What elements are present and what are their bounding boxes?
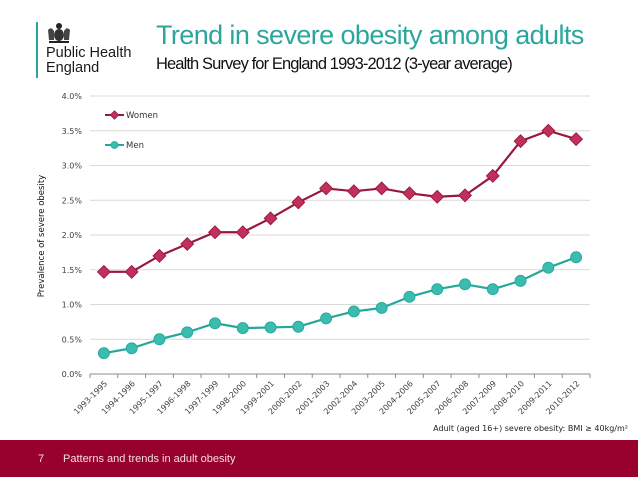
data-point-women bbox=[207, 225, 223, 240]
series-lines bbox=[96, 123, 584, 360]
data-point-men bbox=[320, 312, 333, 325]
footer-title: Patterns and trends in adult obesity bbox=[63, 453, 236, 465]
data-point-men bbox=[459, 278, 471, 291]
y-axis-ticks: 0.0% 0.5% 1.0% 1.5% 2.0% 2.5% 3.0% 3.5% 4.0% bbox=[62, 92, 83, 379]
data-point-women bbox=[291, 195, 306, 210]
data-point-women bbox=[402, 186, 417, 201]
page-number: 7 bbox=[38, 453, 45, 465]
data-point-men bbox=[570, 251, 583, 264]
footer-bar: 7 Patterns and trends in adult obesity bbox=[0, 440, 638, 477]
y-tick-label: 3.5% bbox=[62, 127, 83, 136]
legend-label-women: Women bbox=[126, 111, 158, 121]
y-tick-label: 0.5% bbox=[62, 335, 83, 344]
data-point-women bbox=[180, 237, 195, 252]
data-point-men bbox=[153, 333, 166, 346]
data-point-men bbox=[125, 342, 138, 355]
data-point-men bbox=[542, 261, 555, 274]
data-point-women bbox=[513, 134, 528, 149]
page-subtitle: Health Survey for England 1993-2012 (3-y… bbox=[156, 55, 513, 73]
data-point-men bbox=[209, 317, 221, 330]
x-axis: 1993-19951994-19961995-19971996-19981997… bbox=[72, 373, 591, 416]
data-point-men bbox=[486, 283, 499, 296]
phe-logo: Public Health England bbox=[36, 22, 131, 78]
line-chart: 0.0% 0.5% 1.0% 1.5% 2.0% 2.5% 3.0% 3.5% 4.0% 199… bbox=[37, 92, 591, 416]
logo-line-2: England bbox=[46, 60, 100, 76]
data-point-women bbox=[457, 188, 473, 203]
y-tick-label: 1.5% bbox=[62, 266, 83, 275]
gridlines bbox=[90, 95, 590, 340]
data-point-men bbox=[181, 326, 194, 339]
data-point-men bbox=[264, 321, 277, 334]
data-point-women bbox=[124, 264, 139, 279]
legend-marker-women bbox=[109, 110, 120, 120]
legend-item-men: Men bbox=[105, 141, 144, 151]
legend-marker-men bbox=[110, 141, 119, 149]
data-point-men bbox=[514, 274, 527, 287]
legend-item-women: Women bbox=[105, 110, 158, 121]
data-point-women bbox=[430, 189, 445, 204]
data-point-men bbox=[97, 347, 110, 360]
page-title: Trend in severe obesity among adults bbox=[156, 20, 584, 50]
data-point-women bbox=[485, 168, 500, 183]
data-point-women bbox=[263, 211, 278, 226]
data-point-women bbox=[235, 225, 250, 240]
legend: Women Men bbox=[105, 110, 158, 151]
data-point-men bbox=[292, 320, 305, 333]
y-tick-label: 1.0% bbox=[62, 301, 83, 310]
y-tick-label: 4.0% bbox=[62, 92, 83, 101]
data-point-men bbox=[236, 322, 249, 335]
y-tick-label: 2.0% bbox=[62, 231, 83, 240]
royal-coat-of-arms-icon bbox=[48, 23, 70, 43]
series-women bbox=[96, 123, 584, 279]
data-point-women bbox=[152, 248, 167, 263]
data-point-men bbox=[347, 305, 360, 318]
data-point-men bbox=[403, 290, 416, 303]
data-point-men bbox=[431, 283, 444, 296]
chart-annotation: Adult (aged 16+) severe obesity: BMI ≥ 4… bbox=[433, 424, 628, 433]
legend-label-men: Men bbox=[126, 141, 144, 151]
data-point-women bbox=[374, 181, 389, 196]
series-line-women bbox=[103, 129, 577, 273]
y-tick-label: 2.5% bbox=[62, 196, 83, 205]
data-point-women bbox=[569, 132, 584, 147]
data-point-women bbox=[346, 184, 361, 199]
data-point-men bbox=[375, 302, 388, 314]
data-point-women bbox=[541, 123, 556, 138]
series-men bbox=[97, 251, 583, 360]
y-tick-label: 0.0% bbox=[62, 370, 83, 379]
data-point-women bbox=[319, 181, 334, 196]
logo-line-1: Public Health bbox=[46, 45, 132, 61]
data-point-women bbox=[96, 264, 111, 279]
y-axis-label: Prevalence of severe obesity bbox=[37, 175, 47, 297]
y-tick-label: 3.0% bbox=[62, 162, 83, 171]
